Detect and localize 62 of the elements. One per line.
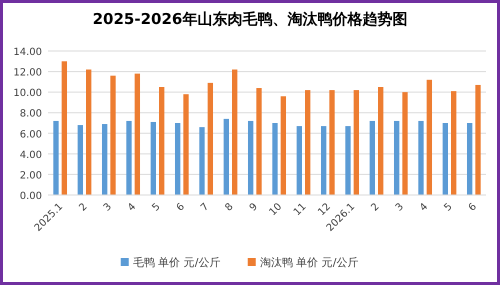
bar xyxy=(280,96,286,195)
bar xyxy=(418,120,424,195)
x-tick-label: 3 xyxy=(394,201,406,214)
bar xyxy=(248,120,254,195)
y-tick-label: 8.00 xyxy=(20,108,42,120)
bar xyxy=(305,90,310,195)
x-tick-label: 5 xyxy=(442,201,455,214)
x-tick-label: 6 xyxy=(466,201,479,214)
bar xyxy=(451,91,456,195)
x-tick-label: 2 xyxy=(77,201,90,214)
x-tick-label: 3 xyxy=(102,201,114,214)
bar xyxy=(134,74,140,195)
chart-title: 2025-2026年山东肉毛鸭、淘汰鸭价格趋势图 xyxy=(92,10,408,28)
x-tick-label: 4 xyxy=(418,201,430,214)
y-tick-label: 0.00 xyxy=(20,191,42,202)
bar xyxy=(370,120,375,195)
bar xyxy=(402,92,408,195)
bar xyxy=(256,88,262,195)
y-tick-label: 12.00 xyxy=(13,68,42,79)
bar xyxy=(466,123,472,195)
legend-label: 淘汰鸭 单价 元/公斤 xyxy=(260,256,358,269)
bar xyxy=(174,123,180,195)
legend-label: 毛鸭 单价 元/公斤 xyxy=(132,256,220,269)
x-tick-label: 7 xyxy=(199,201,212,214)
bar xyxy=(86,70,92,195)
bar xyxy=(442,123,448,195)
x-tick-label: 11 xyxy=(292,201,309,218)
bar xyxy=(208,82,214,195)
bar xyxy=(345,126,351,195)
bar xyxy=(426,80,432,195)
bar xyxy=(62,61,68,195)
bar xyxy=(53,120,59,195)
bar xyxy=(78,125,83,195)
bar xyxy=(150,122,156,195)
bar xyxy=(475,84,481,195)
bar xyxy=(320,126,326,195)
bar xyxy=(272,123,278,195)
x-tick-label: 9 xyxy=(248,201,260,214)
bar xyxy=(329,90,335,195)
y-tick-label: 2.00 xyxy=(20,170,42,182)
bar xyxy=(199,127,205,195)
bar xyxy=(296,126,302,195)
x-tick-label: 6 xyxy=(174,201,187,214)
x-tick-label: 10 xyxy=(268,201,284,218)
x-tick-label: 5 xyxy=(150,201,163,214)
x-tick-label: 4 xyxy=(126,201,138,214)
x-tick-label: 8 xyxy=(223,201,236,214)
bar xyxy=(378,87,384,195)
y-tick-label: 14.00 xyxy=(13,47,42,58)
bar xyxy=(394,120,400,195)
y-tick-label: 6.00 xyxy=(20,129,42,140)
bar xyxy=(102,124,108,195)
bar xyxy=(126,120,132,195)
bar xyxy=(354,90,360,195)
y-tick-label: 4.00 xyxy=(20,150,42,161)
bar xyxy=(159,87,164,195)
bar xyxy=(224,118,229,195)
x-tick-label: 2 xyxy=(369,201,382,214)
bar xyxy=(183,94,189,195)
bar xyxy=(232,70,238,195)
y-tick-label: 10.00 xyxy=(13,88,42,100)
bar xyxy=(110,76,116,195)
